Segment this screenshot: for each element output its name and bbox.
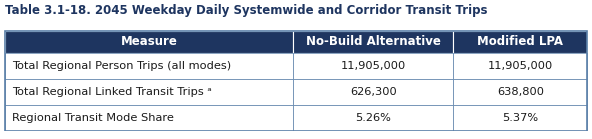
Text: 11,905,000: 11,905,000 xyxy=(488,61,553,71)
Bar xyxy=(293,53,453,79)
Bar xyxy=(293,105,453,131)
Bar xyxy=(5,53,293,79)
Text: Regional Transit Mode Share: Regional Transit Mode Share xyxy=(12,113,173,123)
Text: 5.37%: 5.37% xyxy=(502,113,538,123)
Bar xyxy=(5,105,293,131)
Text: Modified LPA: Modified LPA xyxy=(477,35,563,48)
Bar xyxy=(5,31,293,53)
Bar xyxy=(293,31,453,53)
Text: 5.26%: 5.26% xyxy=(355,113,391,123)
Text: Total Regional Person Trips (all modes): Total Regional Person Trips (all modes) xyxy=(12,61,231,71)
Text: Table 3.1-18. 2045 Weekday Daily Systemwide and Corridor Transit Trips: Table 3.1-18. 2045 Weekday Daily Systemw… xyxy=(5,4,487,17)
Bar xyxy=(5,79,293,105)
Text: Total Regional Linked Transit Trips ᵃ: Total Regional Linked Transit Trips ᵃ xyxy=(12,87,211,97)
Text: No-Build Alternative: No-Build Alternative xyxy=(305,35,440,48)
Text: 626,300: 626,300 xyxy=(350,87,397,97)
Bar xyxy=(453,79,587,105)
Text: 638,800: 638,800 xyxy=(497,87,544,97)
Bar xyxy=(5,31,587,131)
Bar xyxy=(0,131,592,139)
Text: Measure: Measure xyxy=(121,35,178,48)
Bar xyxy=(293,79,453,105)
Text: 11,905,000: 11,905,000 xyxy=(340,61,406,71)
Bar xyxy=(453,53,587,79)
Bar xyxy=(453,105,587,131)
Bar xyxy=(453,31,587,53)
